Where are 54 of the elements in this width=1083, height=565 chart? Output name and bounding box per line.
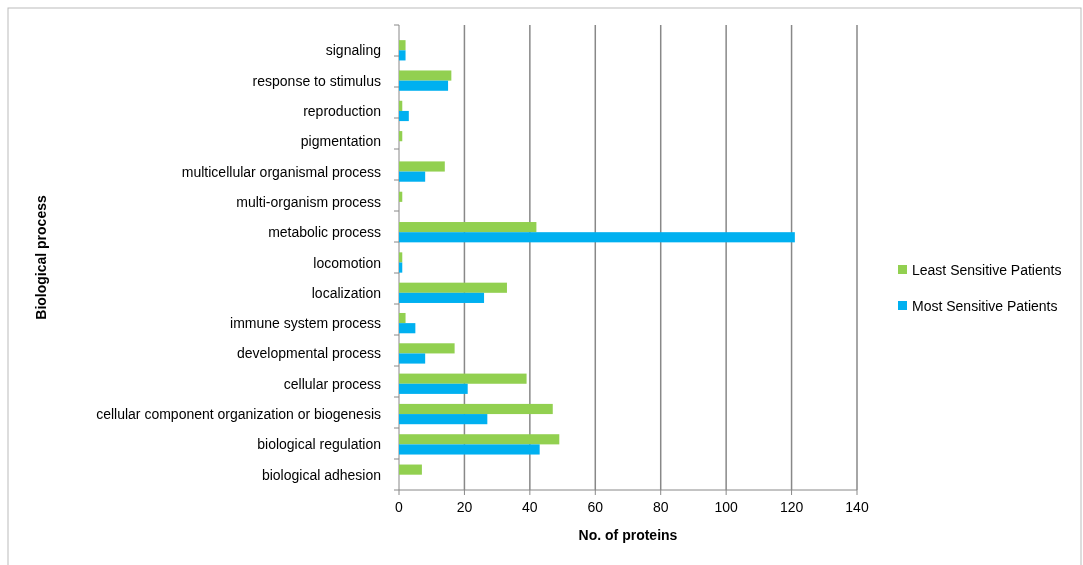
- x-tick-label: 40: [522, 499, 538, 515]
- y-tick-label: immune system process: [230, 315, 381, 332]
- bar: [399, 171, 426, 182]
- legend-label: Most Sensitive Patients: [912, 298, 1058, 314]
- bar: [399, 80, 449, 91]
- x-tick-label: 140: [845, 499, 869, 515]
- x-axis-title: No. of proteins: [578, 527, 678, 543]
- bar: [399, 110, 409, 122]
- bar: [399, 222, 537, 233]
- bar: [399, 383, 468, 394]
- legend-label: Least Sensitive Patients: [912, 262, 1062, 278]
- bar: [399, 40, 406, 51]
- bar: [399, 414, 488, 425]
- x-tick-label: 100: [714, 499, 739, 515]
- bar: [399, 353, 426, 364]
- bar: [399, 403, 553, 415]
- y-axis-title: Biological process: [33, 195, 49, 320]
- bar: [399, 232, 795, 243]
- bar: [399, 312, 406, 324]
- bar: [399, 292, 485, 303]
- y-tick-label: reproduction: [303, 102, 381, 119]
- y-tick-label: multi-organism process: [236, 193, 381, 210]
- bar: [399, 373, 527, 384]
- y-tick-label: localization: [311, 284, 381, 301]
- y-tick-label: metabolic process: [268, 224, 381, 241]
- x-tick-label: 120: [779, 499, 804, 515]
- x-tick-label: 60: [587, 499, 604, 515]
- bar: [399, 343, 455, 354]
- bar: [399, 262, 403, 273]
- bar: [399, 252, 403, 263]
- bar: [399, 434, 560, 445]
- x-tick-label: 80: [652, 499, 669, 515]
- bar: [399, 131, 403, 142]
- y-tick-label: cellular process: [283, 375, 381, 392]
- y-tick-label: response to stimulus: [252, 72, 381, 89]
- y-tick-label: biological adhesion: [261, 466, 381, 483]
- bar: [399, 100, 403, 111]
- y-tick-label: biological regulation: [257, 436, 381, 453]
- y-tick-label: signaling: [325, 42, 381, 59]
- bar: [399, 161, 445, 172]
- bar: [399, 464, 422, 475]
- bar: [399, 282, 507, 293]
- y-tick-label: developmental process: [237, 345, 381, 362]
- bar: [399, 444, 540, 455]
- x-tick-label: 0: [395, 499, 404, 515]
- y-tick-label: pigmentation: [300, 133, 381, 150]
- bar: [399, 191, 403, 202]
- y-tick-label: multicellular organismal process: [181, 163, 381, 180]
- bar: [399, 50, 406, 61]
- y-tick-label: cellular component organization or biogenesis: [96, 406, 381, 423]
- x-tick-label: 20: [456, 499, 473, 515]
- bar: [399, 323, 416, 334]
- y-tick-label: locomotion: [313, 254, 381, 271]
- bar: [399, 70, 452, 81]
